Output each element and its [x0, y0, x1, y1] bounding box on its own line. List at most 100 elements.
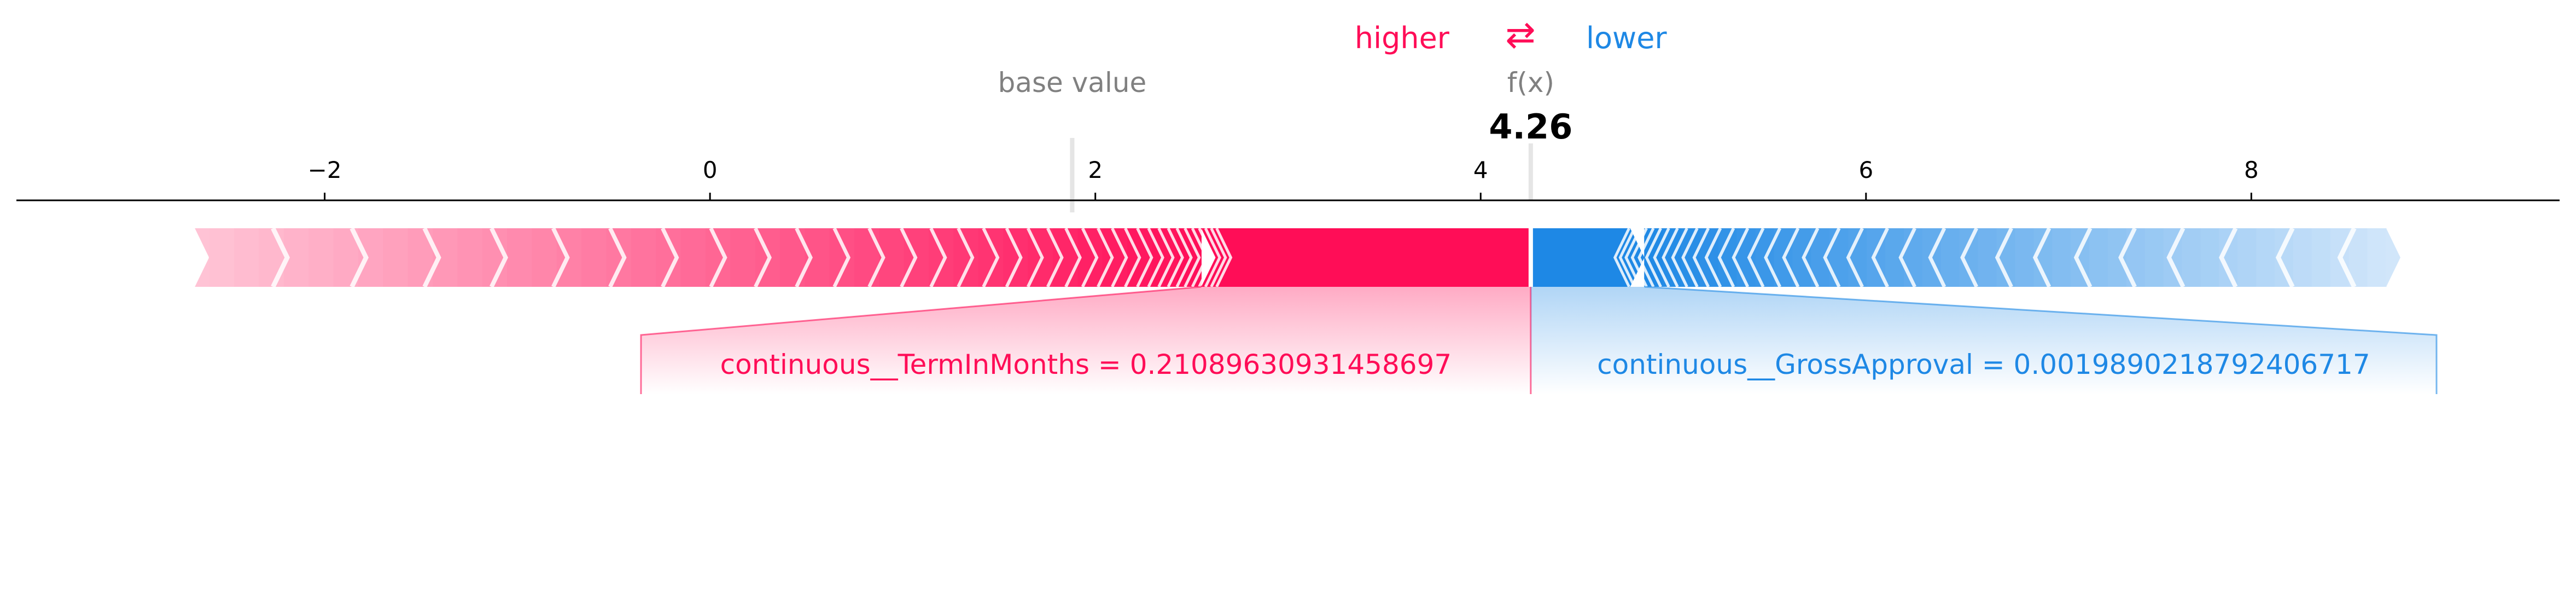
positive-tail-segment [457, 228, 482, 287]
negative-chevron [2166, 227, 2185, 288]
negative-feature-bar [1530, 228, 1645, 287]
positive-chevron [1136, 227, 1153, 288]
negative-tail-cap [2385, 228, 2400, 287]
negative-chevron [1618, 227, 1636, 288]
positive-chevron [1111, 227, 1128, 288]
base-value-marker: base value [998, 67, 1147, 212]
positive-chevron [489, 227, 509, 288]
positive-chevron [349, 227, 369, 288]
positive-chevron [1215, 227, 1233, 288]
negative-tail-segment [1736, 228, 1756, 287]
higher-label: higher [1355, 21, 1450, 55]
positive-tail-segment [333, 228, 358, 287]
negative-chevron [1662, 227, 1679, 288]
positive-tail-segment [730, 228, 755, 287]
positive-tail-segment [804, 228, 830, 287]
negative-tail-segment [2144, 228, 2164, 287]
positive-tail-segment [953, 228, 978, 287]
negative-chevron [2275, 227, 2295, 288]
base-value-label: base value [998, 67, 1147, 99]
direction-arrow-icon: ⇄ [1505, 14, 1535, 56]
positive-tail-segment [1101, 228, 1127, 287]
negative-tail-segment [2256, 228, 2276, 287]
negative-chevron [1802, 227, 1820, 288]
lower-label: lower [1586, 21, 1667, 55]
negative-chevron [1671, 227, 1688, 288]
positive-tail-segment [382, 228, 408, 287]
positive-chevron [754, 227, 772, 288]
negative-chevron [1681, 227, 1699, 288]
positive-tail-segment [630, 228, 656, 287]
positive-chevron [1081, 227, 1099, 288]
positive-tail-segment [928, 228, 954, 287]
negative-chevron [2032, 227, 2052, 288]
positive-connector-fill [641, 287, 1531, 394]
x-axis: −2 0 2 4 6 8 [16, 157, 2560, 201]
feature-label-negative: continuous__GrossApproval = 0.0019890218… [1597, 349, 2370, 380]
negative-chevron [1732, 227, 1750, 288]
negative-chevron [2219, 227, 2238, 288]
positive-chevron [1191, 227, 1208, 288]
x-tick-label: −2 [308, 157, 342, 183]
positive-chevron [422, 227, 441, 288]
positive-connector-line [640, 286, 1202, 394]
negative-tail-segment [2293, 228, 2312, 287]
positive-tail-segment [531, 228, 557, 287]
positive-tail-segment [1003, 228, 1028, 287]
fx-value: 4.26 [1489, 107, 1572, 147]
negative-chevron [1782, 227, 1800, 288]
negative-tail-segment [2237, 228, 2257, 287]
negative-chevron [2073, 227, 2093, 288]
positive-tail-segment [208, 228, 235, 287]
positive-chevron [1097, 227, 1114, 288]
positive-chevron [1167, 227, 1184, 288]
negative-tail-segment [2089, 228, 2108, 287]
positive-tail-segment [506, 228, 532, 287]
positive-chevron [709, 227, 727, 288]
negative-chevron [2337, 227, 2357, 288]
negative-chevron [1747, 227, 1765, 288]
x-tick-label: 4 [1473, 157, 1488, 183]
negative-chevron [1704, 227, 1722, 288]
negative-tail-segment [2311, 228, 2331, 287]
negative-chevron [1846, 227, 1864, 288]
positive-chevron [982, 227, 1000, 288]
positive-chevron [900, 227, 918, 288]
positive-chevron [551, 227, 570, 288]
positive-tail-segment [234, 228, 259, 287]
negative-chevron [1624, 227, 1642, 288]
positive-chevron [1175, 227, 1193, 288]
positive-chevron [1184, 227, 1201, 288]
positive-chevron [1064, 227, 1082, 288]
negative-chevron [1653, 227, 1670, 288]
positive-chevron [1210, 227, 1227, 288]
x-tick-label: 8 [2244, 157, 2259, 183]
negative-chevron [1637, 227, 1655, 288]
negative-chevron [1717, 227, 1735, 288]
header-legend: higher ⇄ lower [1355, 14, 1668, 56]
x-tick-label: 0 [703, 157, 718, 183]
positive-chevron [1026, 227, 1044, 288]
negative-tail-segment [2182, 228, 2201, 287]
positive-tail-segment [432, 228, 458, 287]
negative-tail-segment [1829, 228, 1849, 287]
positive-chevron [1046, 227, 1064, 288]
negative-tail-segment [2200, 228, 2220, 287]
positive-tail-segment [258, 228, 284, 287]
positive-tail-segment [605, 228, 631, 287]
positive-chevron [832, 227, 851, 288]
positive-chevron [795, 227, 813, 288]
negative-chevron [1823, 227, 1841, 288]
negative-connector-fill [1530, 287, 2437, 394]
positive-tail-segment [1052, 228, 1078, 287]
positive-chevron [867, 227, 885, 288]
negative-tail-segment [1978, 228, 1997, 287]
negative-tail-segment [2367, 228, 2387, 287]
positive-chevron [957, 227, 975, 288]
negative-chevron [1995, 227, 2013, 288]
negative-tail-segment [2052, 228, 2072, 287]
negative-tail-segment [2107, 228, 2127, 287]
negative-chevron [1871, 227, 1889, 288]
positive-chevron [1147, 227, 1164, 288]
